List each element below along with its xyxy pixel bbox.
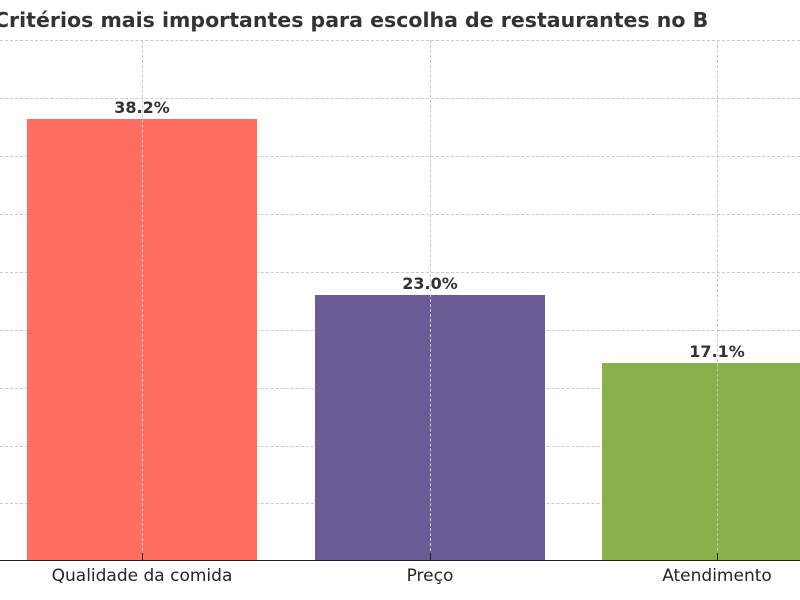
gridline <box>0 214 800 215</box>
x-tick-label: Preço <box>406 566 454 586</box>
x-tick <box>430 553 431 561</box>
chart-title: Critérios mais importantes para escolha … <box>0 8 709 32</box>
gridline <box>0 156 800 157</box>
bar-value-label: 23.0% <box>402 274 458 293</box>
gridline <box>0 272 800 273</box>
bar-value-label: 38.2% <box>114 98 170 117</box>
x-tick-label: Qualidade da comida <box>51 566 233 586</box>
bar-value-label: 17.1% <box>689 342 745 361</box>
x-axis <box>0 560 800 561</box>
gridline <box>0 98 800 99</box>
x-tick <box>142 553 143 561</box>
x-tick-label: Atendimento <box>662 566 772 586</box>
gridline <box>142 40 143 561</box>
x-tick <box>717 553 718 561</box>
gridline <box>717 40 718 561</box>
gridline <box>0 40 800 41</box>
bar-atendimento <box>602 363 800 561</box>
plot-area: 38.2% 23.0% 17.1% <box>0 40 800 561</box>
gridline <box>430 40 431 561</box>
